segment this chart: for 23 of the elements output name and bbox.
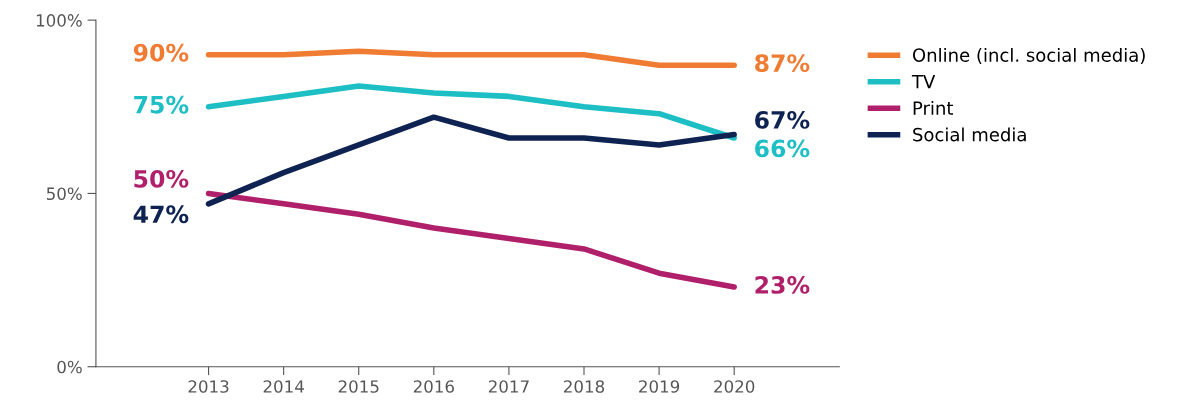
x-tick-label: 2014 (263, 380, 304, 393)
x-tick-label: 2020 (714, 380, 755, 393)
x-tick-label: 2017 (488, 380, 529, 393)
x-tick-label: 2019 (639, 380, 680, 393)
data-label: 23% (755, 276, 810, 294)
data-label: 67% (755, 111, 810, 129)
x-tick-label: 2015 (338, 380, 379, 393)
data-label: 75% (134, 95, 189, 114)
y-tick-label: 0% (57, 360, 82, 374)
x-tick-label: 2016 (413, 380, 454, 393)
y-tick-label: 100% (36, 14, 82, 27)
legend-label: Print (913, 100, 954, 115)
x-tick-label: 2018 (564, 380, 605, 393)
data-label: 66% (755, 139, 810, 158)
data-label: 87% (755, 54, 810, 73)
x-tick-label: 2013 (188, 380, 229, 393)
data-label: 47% (133, 205, 189, 224)
y-tick-label: 50% (46, 187, 82, 201)
data-label: 50% (134, 169, 189, 188)
legend-label: Social media (913, 127, 1026, 142)
legend-label: TV (911, 74, 936, 89)
legend-label: Online (incl. social media) (912, 47, 1145, 65)
data-label: 90% (133, 43, 189, 62)
